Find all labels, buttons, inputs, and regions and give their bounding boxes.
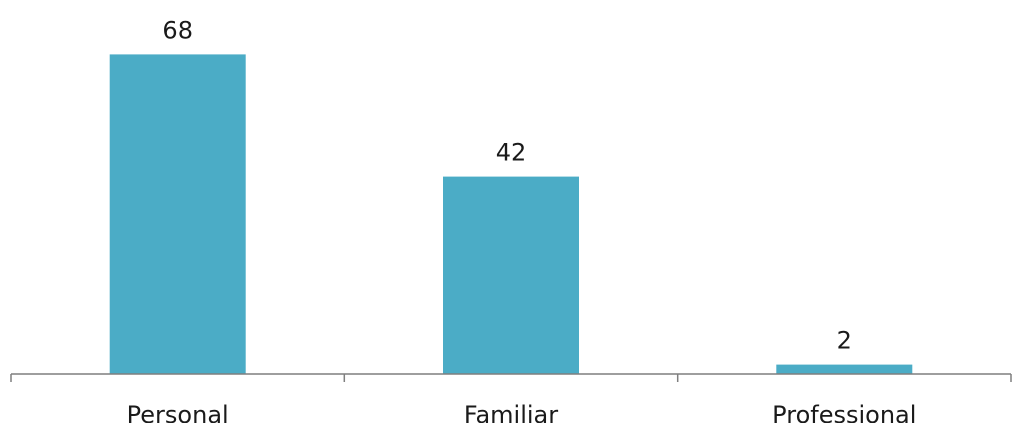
data-label-professional: 2 [837,327,852,355]
bar-professional [776,364,913,374]
bars-group [109,54,913,375]
x-axis [10,373,1012,382]
bar-familiar [443,176,579,374]
data-label-familiar: 42 [496,139,527,167]
data-label-personal: 68 [162,16,193,44]
bar-personal [109,54,246,375]
tick-label-professional: Professional [772,401,916,423]
labels-group: 68 Personal 42 Familiar 2 Professional [127,16,917,423]
tick-label-personal: Personal [127,401,229,423]
tick-label-familiar: Familiar [464,401,558,423]
